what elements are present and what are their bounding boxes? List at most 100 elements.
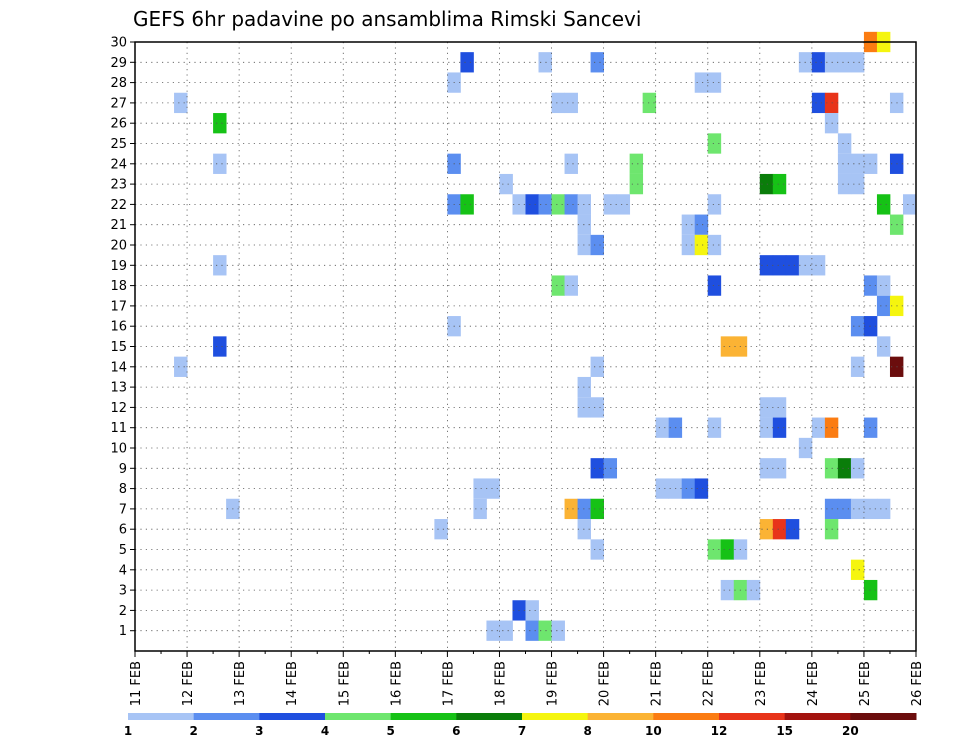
precip-cell xyxy=(538,52,552,73)
precip-cell xyxy=(863,579,878,601)
precip-cell xyxy=(590,458,604,479)
y-tick-label: 21 xyxy=(110,218,127,233)
legend-color-swatch xyxy=(325,713,392,720)
precip-cell xyxy=(759,255,774,276)
y-tick-label: 7 xyxy=(119,502,127,517)
precip-cell xyxy=(525,600,539,621)
precip-cell xyxy=(863,417,878,438)
precip-cell xyxy=(811,417,826,438)
precip-cell xyxy=(681,214,696,235)
precip-cell xyxy=(538,194,552,215)
precip-cell xyxy=(564,92,578,114)
precip-cell xyxy=(850,153,865,174)
precip-cell xyxy=(863,498,878,520)
x-tick-label: 14 FEB xyxy=(285,661,300,706)
precip-cell xyxy=(629,153,644,174)
precip-cell xyxy=(551,92,565,114)
precip-cell xyxy=(772,255,787,276)
precip-cell xyxy=(850,458,865,479)
precip-cell xyxy=(564,153,578,174)
precip-cell xyxy=(837,173,852,195)
x-tick-labels: 11 FEB 12 FEB 13 FEB 14 FEB 15 FEB 16 FEB 17 F… xyxy=(129,661,925,706)
precip-cell xyxy=(174,92,188,114)
precip-cell xyxy=(642,92,657,114)
precip-cell xyxy=(824,417,839,438)
precip-cell xyxy=(824,113,839,134)
precip-cell xyxy=(590,397,604,418)
precip-cell xyxy=(759,458,774,479)
precip-cell xyxy=(499,620,513,641)
precip-cell xyxy=(824,519,839,540)
legend-label: 3 xyxy=(255,724,263,738)
x-tick-label: 16 FEB xyxy=(389,661,404,706)
y-tick-label: 12 xyxy=(110,401,127,416)
precip-cell xyxy=(772,458,787,479)
legend-color-swatch xyxy=(390,713,457,720)
x-tick-label: 24 FEB xyxy=(806,661,821,706)
precip-cell xyxy=(902,194,917,215)
legend-color-swatch xyxy=(784,713,851,720)
precip-cell xyxy=(564,194,578,215)
precip-cell xyxy=(772,519,787,540)
legend-color-swatch xyxy=(587,713,654,720)
precip-cell xyxy=(837,133,852,154)
precip-cell xyxy=(694,214,709,235)
precip-cell xyxy=(837,52,852,73)
precip-cell xyxy=(811,52,826,73)
precip-cell xyxy=(837,153,852,174)
y-tick-label: 13 xyxy=(110,381,127,396)
precip-cell xyxy=(525,620,539,641)
x-tick-label: 18 FEB xyxy=(493,661,508,706)
precip-cell xyxy=(876,498,891,520)
precip-cell xyxy=(590,234,604,256)
chart-title: GEFS 6hr padavine po ansamblima Rimski S… xyxy=(133,7,641,31)
x-tick-label: 20 FEB xyxy=(598,661,613,706)
precip-cell xyxy=(850,173,865,195)
precip-cell xyxy=(759,417,774,438)
precip-cell xyxy=(525,194,539,215)
precip-cell xyxy=(785,519,800,540)
legend-color-swatch xyxy=(653,713,720,720)
x-tick-label: 19 FEB xyxy=(546,661,561,706)
x-tick-label: 17 FEB xyxy=(441,661,456,706)
precip-cell xyxy=(863,316,878,337)
precip-cell xyxy=(811,255,826,276)
y-tick-label: 4 xyxy=(119,563,127,578)
legend-color-swatch xyxy=(128,713,195,720)
y-tick-label: 14 xyxy=(110,360,127,375)
precip-cell xyxy=(811,92,826,114)
y-tick-label: 20 xyxy=(110,239,127,254)
x-tick-label: 26 FEB xyxy=(910,661,925,706)
precip-cell xyxy=(551,620,565,641)
y-tick-label: 26 xyxy=(110,117,127,132)
precip-cell xyxy=(850,316,865,337)
legend-label: 6 xyxy=(452,724,460,738)
precip-cell xyxy=(655,417,670,438)
precip-cell xyxy=(746,579,761,601)
precip-cell xyxy=(772,173,787,195)
legend-label: 10 xyxy=(645,724,662,738)
precip-cell xyxy=(759,173,774,195)
y-tick-label: 19 xyxy=(110,259,127,274)
y-tick-label: 25 xyxy=(110,137,127,152)
precip-cell xyxy=(876,194,891,215)
legend-label: 1 xyxy=(124,724,132,738)
legend-label: 12 xyxy=(711,724,728,738)
y-tick-label: 23 xyxy=(110,178,127,193)
precip-cell xyxy=(824,92,839,114)
precip-cell xyxy=(707,417,722,438)
precip-cell xyxy=(707,539,722,560)
y-tick-label: 29 xyxy=(110,56,127,71)
x-tick-label: 22 FEB xyxy=(702,661,717,706)
precip-cell xyxy=(486,478,500,499)
precip-cell xyxy=(694,478,709,499)
y-tick-label: 1 xyxy=(119,624,127,639)
precip-cell xyxy=(707,194,722,215)
precip-cell xyxy=(473,498,487,520)
precip-cell xyxy=(876,336,891,357)
precip-cell xyxy=(629,173,644,195)
x-tick-label: 15 FEB xyxy=(337,661,352,706)
precip-cell xyxy=(759,397,774,418)
y-tick-label: 3 xyxy=(119,584,127,599)
y-tick-label: 6 xyxy=(119,523,127,538)
